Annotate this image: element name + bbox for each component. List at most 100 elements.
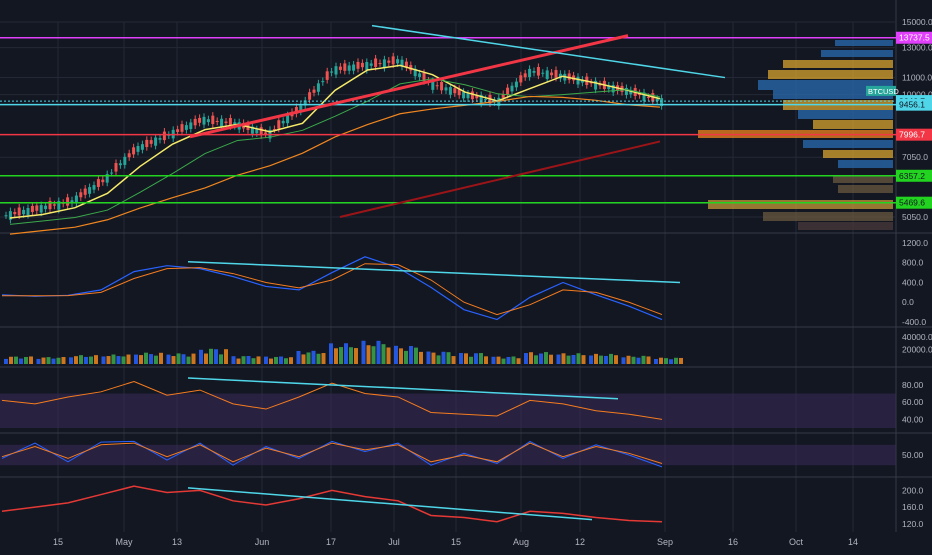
candle-body-66 bbox=[294, 107, 298, 114]
volume-bar-8-3 bbox=[279, 356, 283, 364]
candle-body-68 bbox=[303, 100, 307, 106]
volume-bar-9-0 bbox=[296, 350, 301, 364]
candle-body-124 bbox=[550, 72, 554, 76]
candle-body-3 bbox=[17, 207, 21, 216]
red-level-label: 7996.7 bbox=[899, 130, 925, 140]
candle-body-9 bbox=[44, 205, 48, 210]
candle-body-34 bbox=[154, 137, 158, 146]
volume-bar-18-1 bbox=[594, 353, 598, 364]
candle-body-119 bbox=[528, 68, 532, 78]
candle-body-73 bbox=[325, 71, 329, 80]
volume-bar-11-3 bbox=[376, 340, 381, 364]
candle-body-24 bbox=[110, 172, 114, 174]
y-tick-macd-3: 0.0 bbox=[902, 297, 914, 307]
volume-bar-8-1 bbox=[269, 358, 273, 364]
volume-bar-17-0 bbox=[556, 354, 561, 364]
candle-body-14 bbox=[66, 197, 70, 206]
descending-trendline bbox=[371, 24, 726, 79]
volume-bar-0-0 bbox=[4, 358, 8, 364]
volume-bar-6-4 bbox=[219, 354, 223, 364]
y-tick-main-4: 7050.0 bbox=[902, 152, 928, 162]
candle-body-116 bbox=[514, 81, 518, 88]
candle-body-138 bbox=[611, 85, 615, 93]
volume-bar-9-4 bbox=[316, 353, 321, 364]
candle-body-77 bbox=[343, 63, 347, 71]
volume-bar-20-1 bbox=[659, 357, 663, 364]
symbol-tag-bg bbox=[866, 85, 896, 96]
candle-body-100 bbox=[444, 87, 448, 91]
candle-body-31 bbox=[140, 144, 144, 150]
volume-bar-4-1 bbox=[139, 355, 143, 364]
volume-bar-19-2 bbox=[631, 356, 636, 364]
candle-body-101 bbox=[448, 87, 452, 95]
y-tick-main-0: 15000.0 bbox=[902, 17, 932, 27]
volume-bar-17-3 bbox=[571, 354, 576, 364]
volume-bar-3-3 bbox=[116, 356, 121, 364]
volume-bar-18-5 bbox=[614, 355, 618, 364]
volume-bar-11-5 bbox=[386, 347, 391, 364]
candle-body-135 bbox=[598, 84, 602, 86]
candle-body-71 bbox=[316, 83, 320, 92]
rsi-line bbox=[1, 380, 663, 420]
candle-body-28 bbox=[127, 153, 131, 158]
x-tick-label-1: May bbox=[115, 537, 133, 547]
x-tick-label-9: Sep bbox=[657, 537, 673, 547]
volume-bar-19-4 bbox=[641, 355, 646, 364]
volume-bar-1-2 bbox=[46, 357, 51, 364]
volume-bar-14-5 bbox=[484, 356, 488, 364]
y-tick-volume-1: 20000.0 bbox=[902, 345, 932, 355]
candle-body-125 bbox=[554, 70, 558, 78]
candle-body-2 bbox=[13, 211, 17, 215]
volume-bar-19-0 bbox=[621, 357, 626, 364]
x-tick-label-12: 14 bbox=[848, 537, 858, 547]
volume-bar-20-2 bbox=[664, 358, 668, 364]
candle-body-35 bbox=[158, 138, 162, 140]
volume-bar-5-4 bbox=[186, 356, 191, 364]
candle-body-41 bbox=[184, 125, 188, 130]
volume-bar-13-5 bbox=[451, 356, 456, 364]
candle-body-145 bbox=[642, 92, 646, 102]
volume-bar-7-2 bbox=[241, 356, 246, 364]
volume-bar-12-0 bbox=[394, 345, 398, 364]
volume-bar-13-1 bbox=[431, 352, 436, 364]
volume-bar-7-3 bbox=[246, 356, 251, 364]
volume-profile-bar-0 bbox=[835, 40, 893, 46]
candle-body-67 bbox=[299, 105, 303, 112]
volume-bar-3-5 bbox=[126, 354, 131, 364]
y-tick-osc-2: 120.0 bbox=[902, 519, 924, 529]
volume-bar-10-3 bbox=[344, 343, 348, 364]
oscillator-line bbox=[1, 485, 663, 523]
volume-bar-3-1 bbox=[106, 356, 111, 364]
candle-body-42 bbox=[189, 122, 193, 129]
volume-bar-16-3 bbox=[539, 353, 543, 364]
y-tick-rsi-1: 60.00 bbox=[902, 397, 924, 407]
support-1-label: 9456.1 bbox=[899, 100, 925, 110]
x-tick-label-5: Jul bbox=[388, 537, 400, 547]
volume-bar-7-4 bbox=[251, 358, 256, 364]
candle-body-149 bbox=[660, 98, 664, 107]
candle-body-108 bbox=[479, 95, 483, 104]
candle-body-117 bbox=[519, 75, 523, 83]
volume-bar-20-3 bbox=[669, 359, 673, 364]
volume-bar-20-0 bbox=[654, 358, 658, 364]
rsi-band bbox=[0, 393, 896, 428]
volume-bar-17-5 bbox=[581, 355, 586, 364]
volume-bar-11-1 bbox=[366, 345, 371, 364]
volume-bar-10-5 bbox=[354, 348, 358, 364]
volume-bar-6-3 bbox=[214, 349, 218, 364]
candle-body-112 bbox=[497, 97, 501, 106]
x-tick-label-10: 16 bbox=[728, 537, 738, 547]
x-tick-label-0: 15 bbox=[53, 537, 63, 547]
red-level-label-bg bbox=[896, 128, 932, 141]
candle-body-61 bbox=[272, 129, 276, 131]
volume-bar-4-4 bbox=[154, 355, 158, 364]
candle-body-142 bbox=[629, 90, 633, 95]
volume-bar-6-0 bbox=[199, 349, 203, 364]
volume-bar-4-3 bbox=[149, 354, 153, 364]
candle-body-12 bbox=[57, 201, 61, 210]
candle-body-81 bbox=[360, 62, 364, 68]
rsi-trendline bbox=[187, 377, 619, 400]
volume-bar-0-1 bbox=[9, 356, 13, 364]
candle-body-104 bbox=[462, 91, 466, 99]
